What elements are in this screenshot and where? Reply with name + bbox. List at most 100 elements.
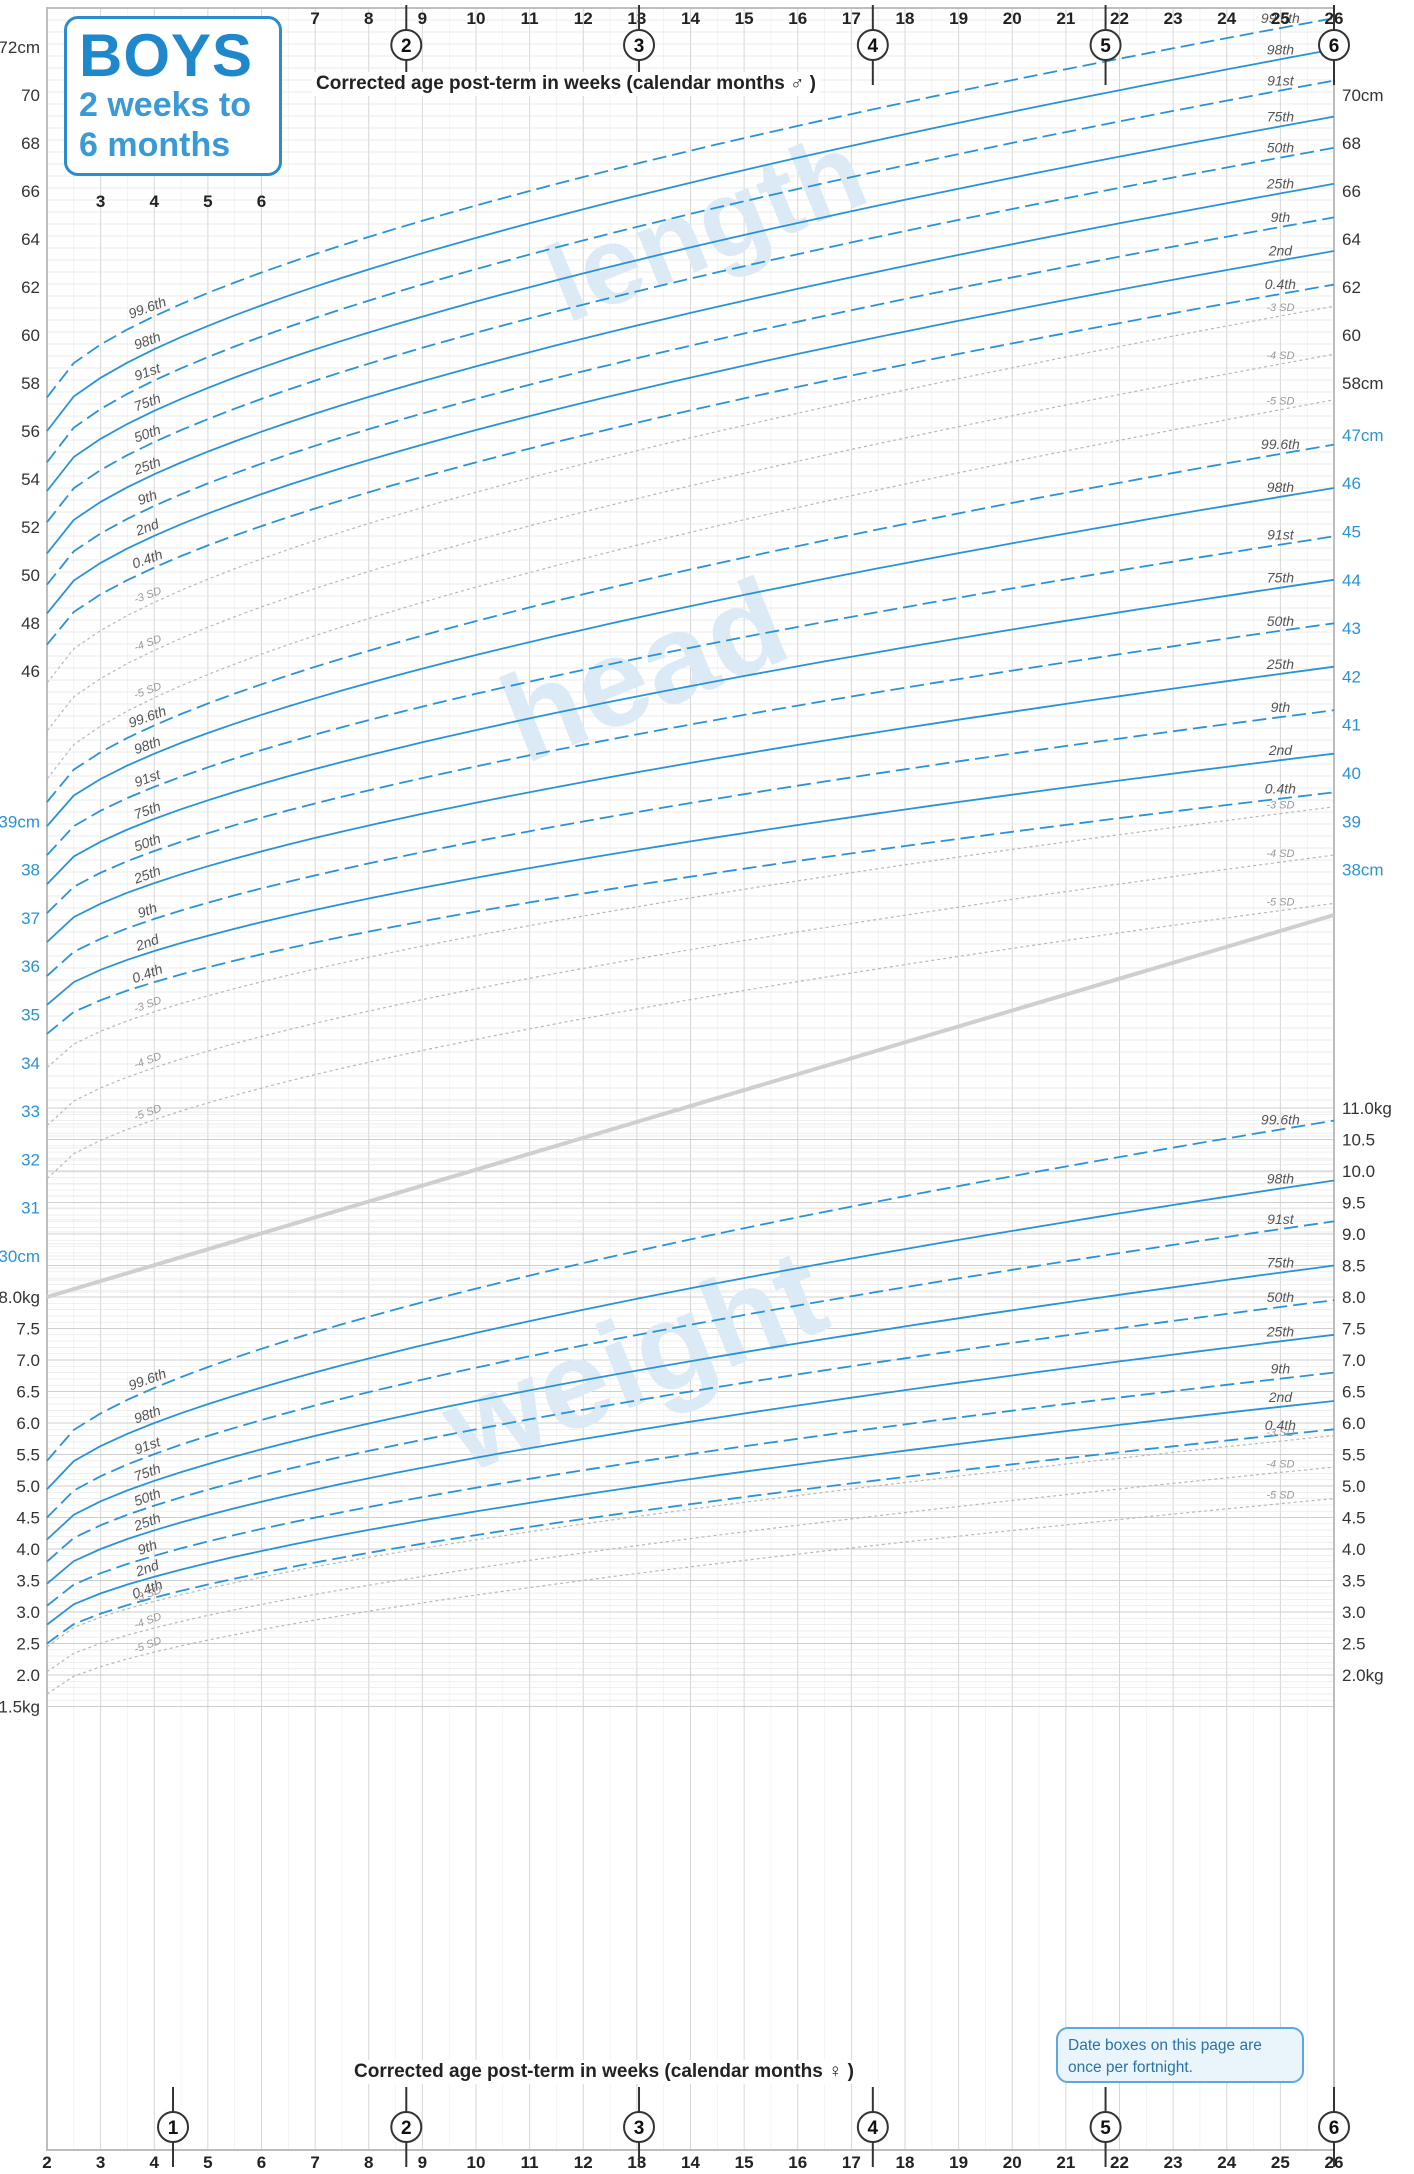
centile-curve-head [46, 665, 1335, 943]
centile-label-left: 50th [132, 421, 163, 445]
centile-label-right: 91st [1267, 527, 1295, 543]
centile-label-left: 0.4th [130, 546, 165, 572]
plot-frame [46, 7, 1335, 2151]
weight-ytick-right: 9.0 [1342, 1225, 1366, 1244]
length-ytick-right: 66 [1342, 182, 1361, 201]
length-ytick-right: 60 [1342, 326, 1361, 345]
weight-ytick-left: 7.5 [16, 1320, 40, 1339]
centile-curve-length [46, 79, 1335, 463]
month-marker-bottom-label: 6 [1329, 2118, 1340, 2139]
month-marker-top-circle [856, 29, 889, 61]
centile-label-right: 91st [1267, 73, 1295, 89]
centile-label-left: 99.6th [126, 702, 168, 730]
axes: 4648505254565860626466687072cm58cm606264… [0, 5, 1392, 2172]
xtick-bottom: 5 [203, 2153, 212, 2172]
month-marker-top-label: 5 [1100, 36, 1111, 57]
xtick-bottom: 25 [1271, 2153, 1290, 2172]
month-marker-top-circle [1089, 29, 1122, 61]
centile-label-right: 91st [1267, 1211, 1295, 1227]
centile-curve-head [46, 902, 1335, 1180]
length-ytick-left: 66 [21, 182, 40, 201]
weight-ytick-right: 7.5 [1342, 1320, 1366, 1339]
chart-title: BOYS [79, 22, 254, 89]
weight-ytick-right: 9.5 [1342, 1194, 1366, 1213]
centile-curve-length [46, 250, 1335, 614]
xtick-top: 9 [418, 9, 427, 28]
head-ytick-left: 35 [21, 1006, 40, 1025]
length-ytick-left: 70 [21, 86, 40, 105]
weight-ytick-right: 2.0kg [1342, 1666, 1384, 1685]
weight-ytick-right: 3.0 [1342, 1603, 1366, 1622]
centile-curve-weight [46, 1435, 1335, 1648]
xtick-bottom: 6 [257, 2153, 266, 2172]
weight-ytick-right: 10.5 [1342, 1131, 1375, 1150]
length-ytick-right: 62 [1342, 278, 1361, 297]
weight-ytick-right: 11.0kg [1342, 1099, 1392, 1118]
weight-ytick-left: 8.0kg [0, 1288, 40, 1307]
centile-curve-weight [46, 1466, 1335, 1673]
centile-label-right: -3 SD [1266, 302, 1294, 314]
weight-ytick-left: 3.0 [16, 1603, 40, 1622]
centile-label-left: -5 SD [133, 1635, 164, 1656]
weight-ytick-left: 4.5 [16, 1509, 40, 1528]
centile-label-left: -4 SD [133, 1611, 164, 1632]
weight-ytick-right: 5.0 [1342, 1477, 1366, 1496]
centile-curve-length [46, 353, 1335, 732]
centile-label-right: 0.4th [1265, 276, 1296, 292]
xtick-inner: 5 [203, 192, 212, 211]
centile-label-right: 50th [1267, 613, 1294, 629]
centile-curve-weight [46, 1299, 1335, 1563]
head-ytick-right: 46 [1342, 474, 1361, 493]
xtick-top: 22 [1110, 9, 1129, 28]
centile-label-right: -4 SD [1266, 848, 1294, 860]
centile-label-left: 50th [132, 1485, 163, 1509]
weight-ytick-right: 7.0 [1342, 1351, 1366, 1370]
xtick-bottom: 19 [949, 2153, 968, 2172]
head-ytick-left: 31 [21, 1199, 40, 1218]
centile-label-left: 75th [132, 390, 163, 414]
centile-label-right: 99.6th [1261, 1111, 1300, 1127]
xtick-bottom: 9 [418, 2153, 427, 2172]
xtick-top: 23 [1164, 9, 1183, 28]
head-ytick-left: 38 [21, 861, 40, 880]
centile-label-left: -5 SD [133, 1102, 164, 1123]
head-ytick-right: 38cm [1342, 861, 1384, 880]
length-ytick-left: 60 [21, 326, 40, 345]
weight-ytick-left: 1.5kg [0, 1698, 40, 1717]
centile-curve-length [46, 146, 1335, 523]
xtick-bottom: 11 [521, 2153, 539, 2172]
month-marker-bottom-circle [1089, 2111, 1122, 2143]
centile-curve-head [46, 487, 1335, 827]
centile-label-left: -3 SD [133, 585, 164, 606]
month-marker-bottom-label: 3 [634, 2118, 645, 2139]
watermark-weight: weight [424, 1222, 844, 1500]
head-ytick-right: 47cm [1342, 426, 1384, 445]
watermark-head: head [483, 552, 806, 790]
centile-label-left: 99.6th [126, 293, 168, 321]
xtick-bottom: 14 [681, 2153, 700, 2172]
centile-label-left: 50th [132, 830, 163, 854]
xtick-bottom: 17 [842, 2153, 861, 2172]
centile-label-right: -4 SD [1266, 350, 1294, 362]
weight-scale-divider [46, 913, 1335, 1299]
weight-ytick-right: 4.0 [1342, 1540, 1366, 1559]
xtick-bottom: 18 [896, 2153, 915, 2172]
centile-label-left: 75th [132, 1460, 163, 1484]
centile-label-left: 75th [132, 798, 163, 822]
centile-label-right: 9th [1271, 209, 1291, 225]
month-marker-top-circle [390, 29, 423, 61]
centile-curve-weight [46, 1179, 1335, 1490]
centile-curve-weight [46, 1428, 1335, 1645]
xtick-bottom: 13 [627, 2153, 646, 2172]
centile-label-left: -4 SD [133, 1050, 164, 1071]
centile-curve-head [46, 709, 1335, 977]
centile-curve-head [46, 578, 1335, 885]
centile-label-right: 2nd [1268, 242, 1294, 258]
centile-curve-length [46, 182, 1335, 554]
weight-ytick-right: 10.0 [1342, 1162, 1375, 1181]
xtick-bottom: 16 [788, 2153, 807, 2172]
xtick-top: 20 [1003, 9, 1022, 28]
centile-curves [46, 17, 1335, 1695]
centile-label-left: -3 SD [133, 994, 164, 1015]
centile-label-right: -3 SD [1266, 800, 1294, 812]
